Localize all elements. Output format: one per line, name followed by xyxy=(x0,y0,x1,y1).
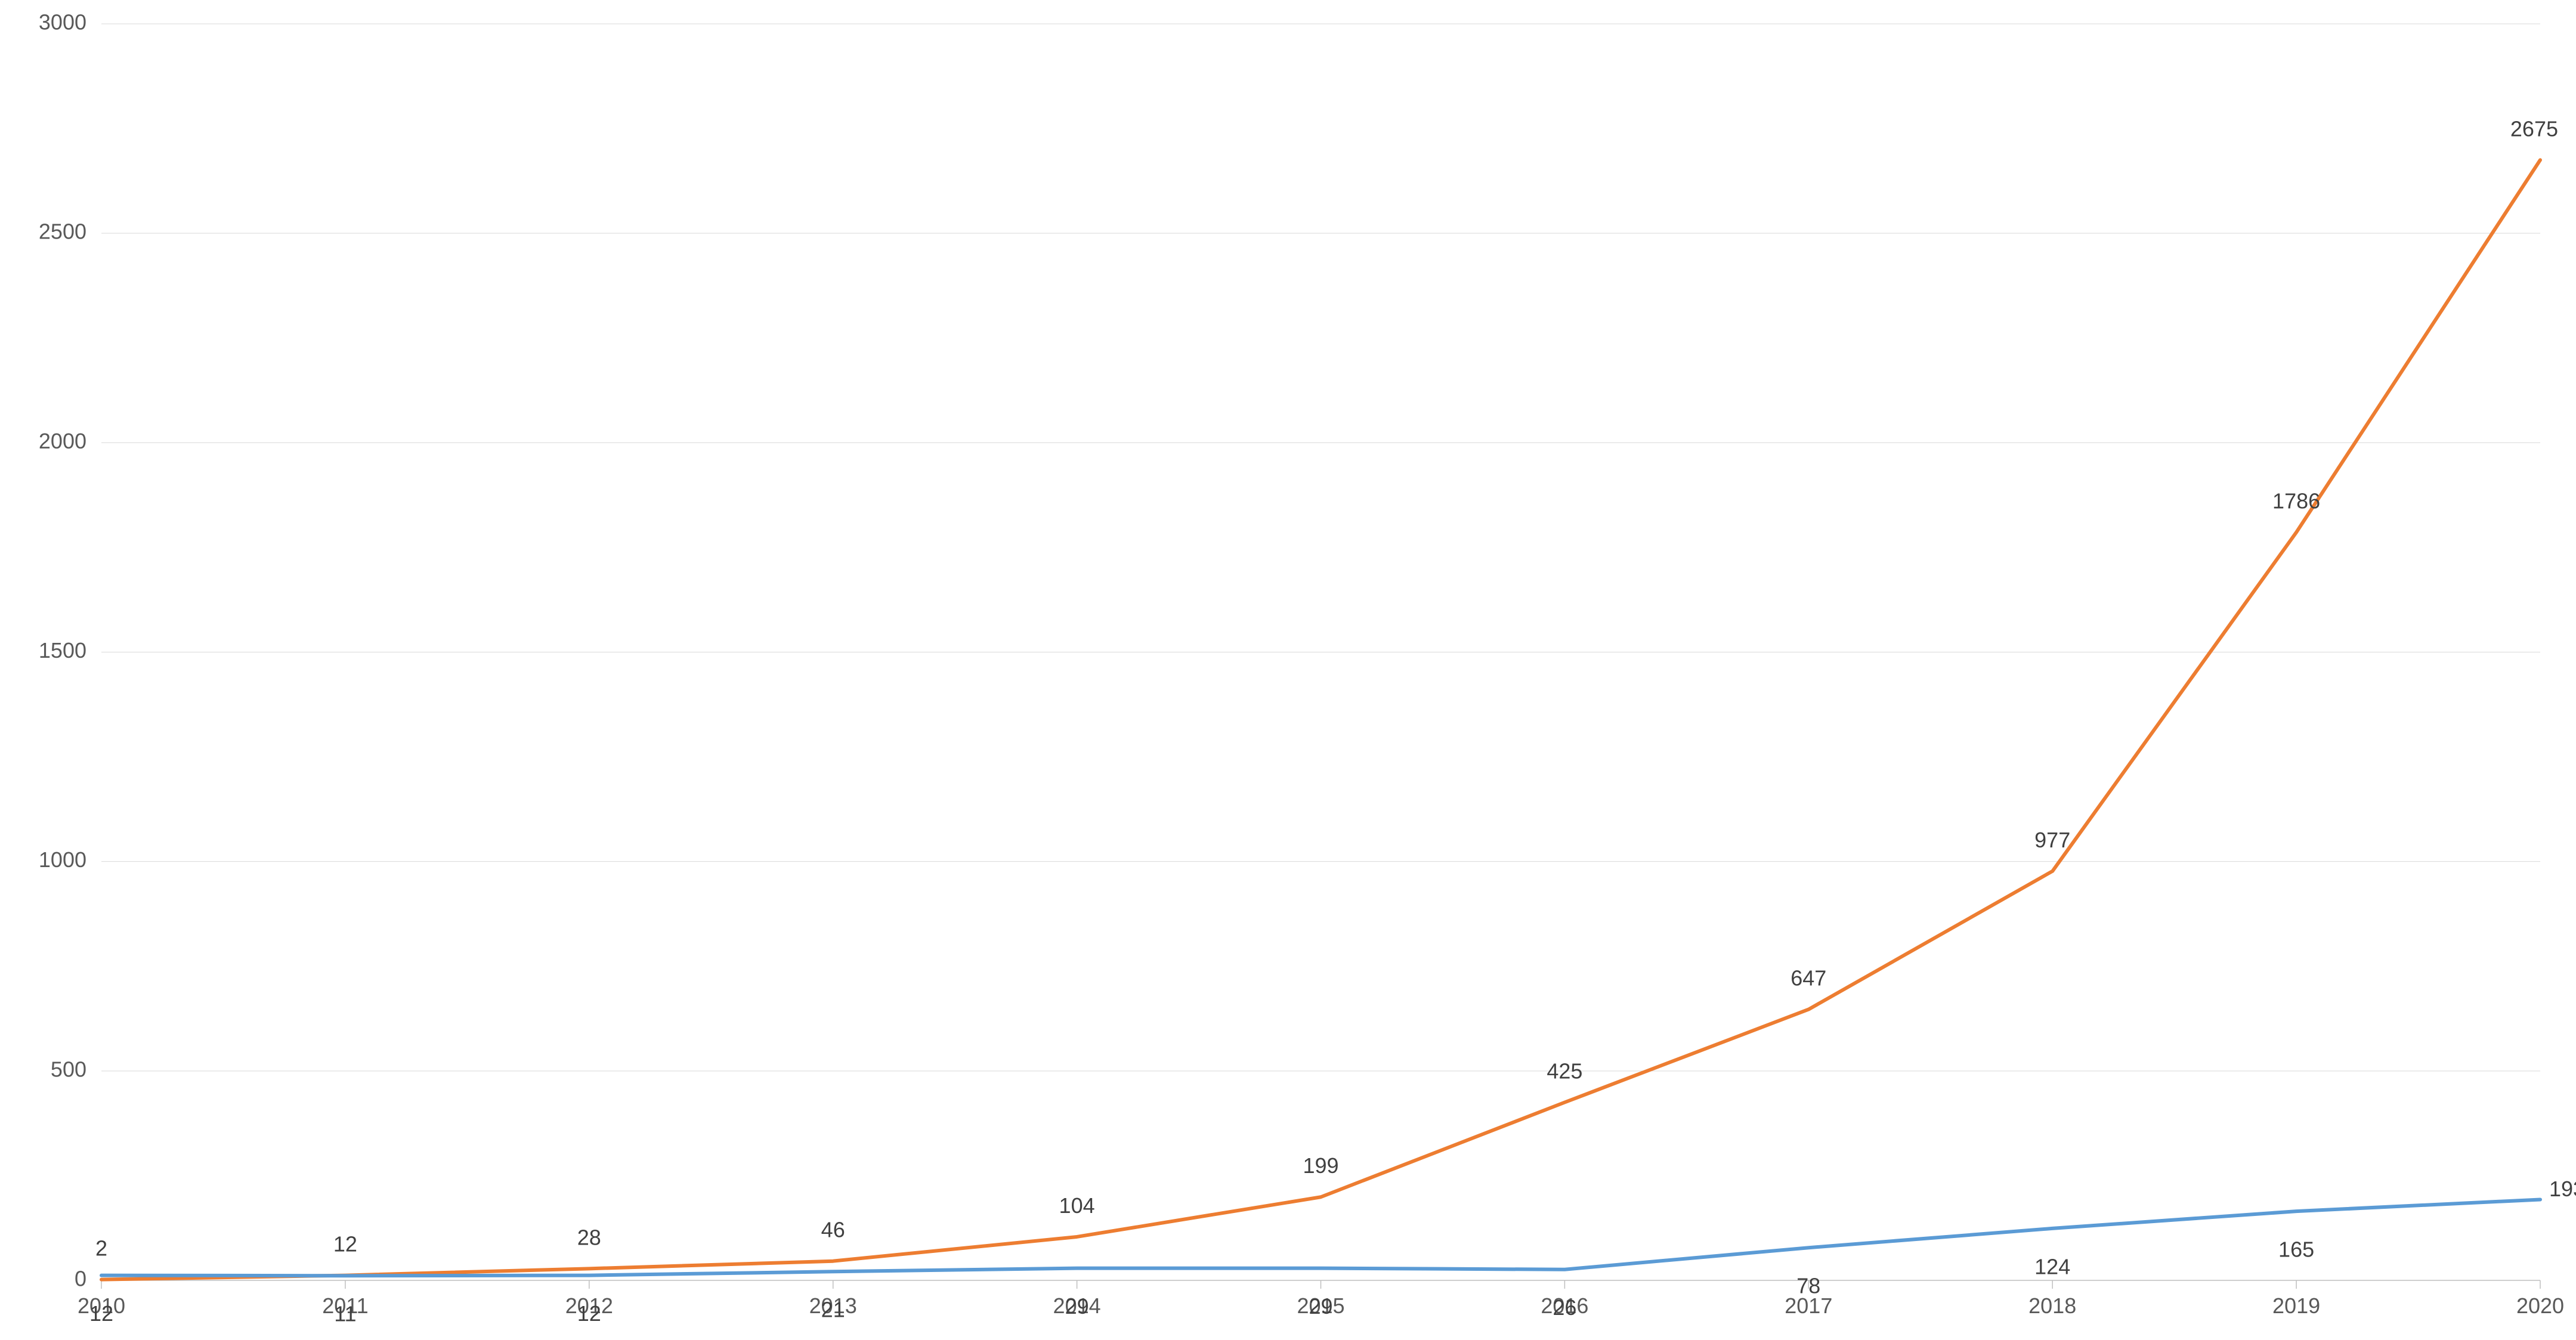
series-blue-data-label: 193 xyxy=(2549,1177,2576,1201)
y-tick-label: 1000 xyxy=(39,847,86,872)
series-blue-data-label: 165 xyxy=(2278,1237,2314,1262)
series-blue-line xyxy=(101,1199,2540,1276)
series-orange-data-label: 46 xyxy=(821,1218,845,1242)
y-tick-label: 2500 xyxy=(39,219,86,244)
chart-svg: 0500100015002000250030002010201120122013… xyxy=(0,0,2576,1340)
series-orange-data-label: 2 xyxy=(95,1236,107,1261)
series-orange-data-label: 647 xyxy=(1790,966,1826,991)
series-orange-data-label: 977 xyxy=(2034,828,2070,852)
series-orange-data-label: 2675 xyxy=(2510,116,2558,141)
line-chart: 0500100015002000250030002010201120122013… xyxy=(0,0,2576,1340)
y-tick-label: 3000 xyxy=(39,10,86,35)
y-tick-label: 2000 xyxy=(39,429,86,453)
series-blue-data-label: 78 xyxy=(1796,1274,1820,1298)
series-blue-data-label: 12 xyxy=(577,1301,601,1326)
y-tick-label: 0 xyxy=(75,1267,86,1291)
x-tick-label: 2019 xyxy=(2272,1293,2320,1318)
x-tick-label: 2018 xyxy=(2028,1293,2076,1318)
series-orange-data-label: 1786 xyxy=(2272,489,2320,513)
series-orange-data-label: 425 xyxy=(1547,1059,1582,1084)
series-orange-data-label: 12 xyxy=(333,1232,357,1257)
series-blue-data-label: 124 xyxy=(2034,1254,2070,1279)
series-blue-data-label: 26 xyxy=(1553,1295,1576,1320)
series-orange-data-label: 104 xyxy=(1059,1193,1095,1218)
series-orange-line xyxy=(101,160,2540,1279)
series-blue-data-label: 12 xyxy=(89,1301,113,1326)
series-blue-data-label: 11 xyxy=(334,1302,356,1326)
series-blue-data-label: 29 xyxy=(1309,1294,1332,1319)
series-blue-data-label: 29 xyxy=(1065,1294,1089,1319)
series-orange-data-label: 199 xyxy=(1303,1153,1338,1178)
y-tick-label: 1500 xyxy=(39,638,86,663)
series-orange-data-label: 28 xyxy=(577,1225,601,1249)
series-blue-data-label: 21 xyxy=(821,1298,845,1322)
y-tick-label: 500 xyxy=(51,1057,86,1081)
x-tick-label: 2020 xyxy=(2516,1293,2564,1318)
